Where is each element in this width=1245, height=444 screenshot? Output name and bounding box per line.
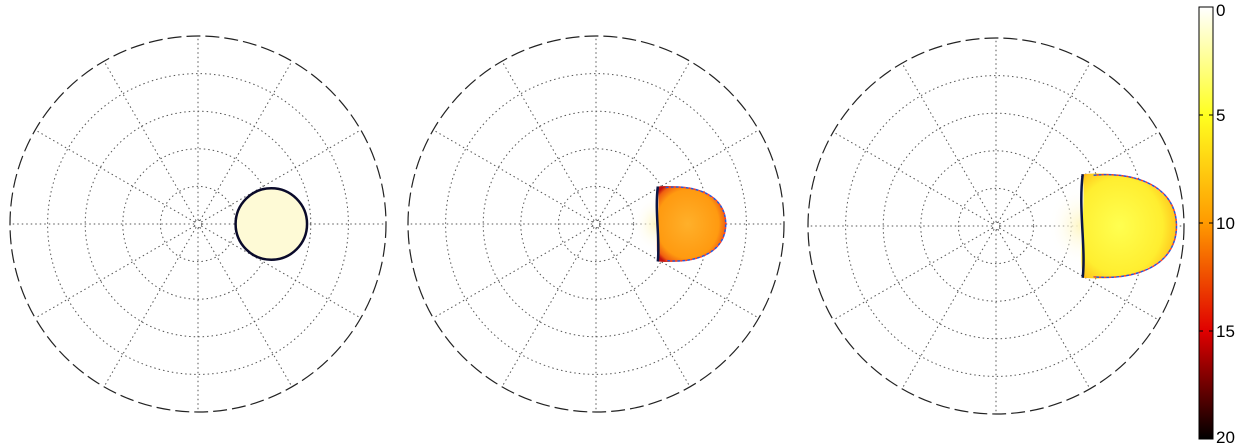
grid-spoke: [597, 60, 691, 221]
grid-spoke: [432, 129, 593, 223]
polar-boundary: [407, 35, 785, 413]
polar-panel-2: [407, 35, 785, 413]
colorbar-tick-label: 5: [1216, 106, 1225, 125]
grid-spoke: [832, 227, 993, 321]
data-region: [656, 185, 726, 263]
data-rim: [1093, 173, 1178, 279]
grid-ring: [957, 187, 1035, 265]
grid-spoke: [999, 131, 1160, 225]
grid-ring: [591, 219, 601, 229]
polar-boundary: [9, 35, 387, 413]
colorbar: 0 5 10 15 20: [1198, 1, 1235, 444]
grid-spoke: [832, 131, 993, 225]
grid-spoke: [901, 62, 995, 223]
grid-spoke: [599, 129, 760, 223]
grid-spoke: [599, 225, 760, 319]
grid-ring: [445, 73, 747, 375]
grid-spoke: [201, 129, 362, 223]
grid-spoke: [901, 229, 995, 390]
data-rim: [665, 186, 727, 262]
grid-spoke: [199, 227, 293, 388]
data-region: [1081, 173, 1177, 279]
colorbar-tick-label: 15: [1216, 322, 1235, 341]
grid-spoke: [997, 229, 1091, 390]
grid-spoke: [597, 227, 691, 388]
data-region: [234, 187, 309, 261]
grid-spoke: [103, 227, 197, 388]
data-front-line: [655, 186, 660, 262]
grid-spoke: [997, 62, 1091, 223]
grid-ring: [991, 221, 1001, 231]
data-rim: [665, 186, 727, 262]
polar-panel-3: [807, 37, 1185, 415]
grid-spoke: [34, 225, 195, 319]
grid-spoke: [201, 225, 362, 319]
grid-spoke: [501, 60, 595, 221]
grid-ring: [47, 73, 349, 375]
polar-panel-1: [9, 35, 387, 413]
polar-boundary: [807, 37, 1185, 415]
grid-spoke: [999, 227, 1160, 321]
grid-spoke: [103, 60, 197, 221]
grid-spoke: [34, 129, 195, 223]
grid-spoke: [432, 225, 593, 319]
grid-ring: [193, 219, 203, 229]
colorbar-tick-label: 20: [1216, 428, 1235, 444]
data-front-line: [1080, 174, 1085, 278]
grid-spoke: [501, 227, 595, 388]
grid-spoke: [199, 60, 293, 221]
colorbar-tick-label: 0: [1216, 1, 1225, 20]
colorbar-tick-label: 10: [1216, 214, 1235, 233]
data-rim: [1093, 173, 1178, 279]
